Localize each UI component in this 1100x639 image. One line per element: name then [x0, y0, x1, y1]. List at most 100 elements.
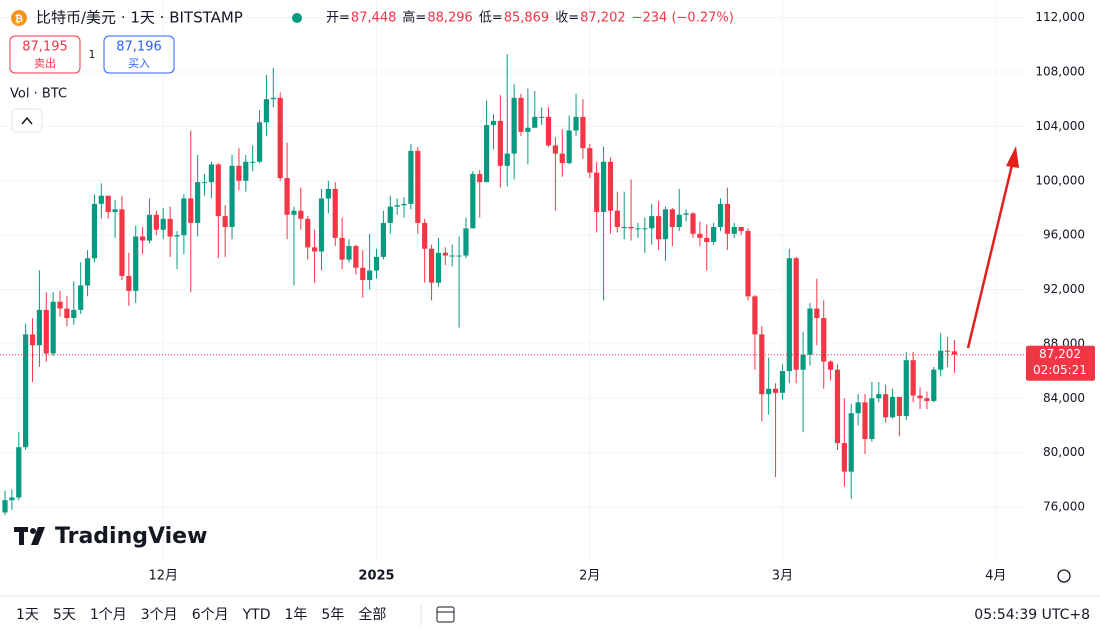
range-button[interactable]: 1年 — [285, 607, 308, 623]
y-tick-label: 92,000 — [1043, 282, 1085, 296]
candle-body — [140, 236, 146, 241]
candle-body — [711, 226, 717, 242]
candle-body — [394, 205, 400, 207]
candle-body — [573, 116, 579, 131]
range-button[interactable]: 5天 — [53, 607, 76, 623]
candle-body — [869, 398, 875, 440]
candle-body — [484, 125, 490, 183]
ohlc-value: 87,448 — [351, 11, 397, 26]
candle-body — [717, 203, 724, 227]
collapse-button[interactable] — [11, 108, 43, 133]
candle-body — [9, 497, 15, 501]
candle-body — [256, 122, 263, 162]
grid: 76,00080,00084,00088,00092,00096,000100,… — [0, 0, 1085, 584]
candle-body — [78, 285, 84, 310]
candle-body — [64, 308, 70, 319]
candle-body — [263, 99, 270, 123]
candle-body — [683, 213, 689, 215]
y-tick-label: 108,000 — [1035, 65, 1085, 79]
buy-button[interactable] — [103, 35, 175, 74]
candle-body — [2, 500, 8, 513]
candle-body — [903, 360, 909, 416]
candle-body — [649, 216, 655, 229]
candle-body — [215, 164, 221, 217]
range-button[interactable]: 1个月 — [90, 607, 127, 623]
candle-body — [704, 237, 710, 242]
ohlc-label: 开= — [326, 11, 350, 26]
candle-body — [497, 120, 503, 166]
candle-body — [752, 296, 758, 335]
candle-body — [243, 161, 249, 181]
candle-body — [153, 214, 159, 230]
candle-body — [16, 447, 22, 498]
candle-body — [656, 216, 662, 240]
range-button[interactable]: 6个月 — [192, 607, 229, 623]
candle-body — [814, 308, 820, 319]
logo-part — [19, 527, 24, 545]
price-tag-countdown: 02:05:21 — [1033, 363, 1087, 377]
status-dot — [292, 13, 302, 23]
y-tick-label: 104,000 — [1035, 119, 1085, 133]
range-button[interactable]: 5年 — [321, 607, 344, 623]
x-tick-label: 2025 — [358, 569, 394, 584]
candle-body — [43, 309, 49, 354]
candle-body — [490, 120, 497, 126]
candle-body — [944, 350, 951, 352]
candle-body — [367, 270, 373, 280]
candle-body — [951, 351, 958, 355]
ohlc-label: 收= — [555, 11, 579, 26]
candle-body — [766, 388, 772, 395]
candle-body — [896, 396, 902, 416]
y-tick-label: 96,000 — [1043, 228, 1085, 242]
candle-body — [855, 402, 861, 414]
candle-body — [160, 218, 166, 230]
candle-body — [745, 231, 751, 297]
candle-body — [931, 369, 937, 401]
candle-body — [525, 127, 531, 132]
candle-body — [422, 222, 428, 249]
candle-body — [759, 334, 765, 395]
candle-body — [779, 371, 786, 393]
candle-body — [518, 97, 524, 132]
sell-button[interactable] — [9, 35, 81, 74]
candle-body — [477, 173, 483, 183]
settings-icon[interactable] — [1057, 569, 1071, 583]
candle-body — [642, 228, 648, 230]
candle-body — [924, 398, 930, 401]
candle-body — [133, 236, 139, 291]
candle-body — [559, 153, 565, 164]
calendar-icon[interactable] — [436, 606, 455, 623]
candle-body — [126, 275, 132, 291]
candle-body — [112, 209, 118, 213]
logo-part — [30, 528, 36, 534]
range-button[interactable]: YTD — [242, 607, 271, 623]
candle-body — [346, 246, 352, 260]
candle-body — [270, 97, 276, 100]
candle-body — [614, 210, 620, 227]
range-button[interactable]: 3个月 — [141, 607, 178, 623]
y-tick-label: 76,000 — [1043, 499, 1085, 513]
candle-body — [676, 214, 682, 227]
range-button[interactable]: 全部 — [358, 606, 386, 623]
candle-body — [208, 164, 214, 183]
candle-body — [318, 198, 325, 252]
range-button[interactable]: 1天 — [16, 607, 39, 623]
candle-body — [325, 188, 331, 199]
candle-body — [511, 97, 517, 154]
candle-body — [862, 402, 868, 440]
candle-body — [580, 116, 586, 149]
candle-body — [786, 258, 792, 372]
candle-body — [339, 237, 345, 260]
candle-body — [834, 369, 841, 444]
candle-body — [84, 258, 91, 286]
candle-body — [188, 198, 194, 223]
sell-label: 卖出 — [34, 56, 56, 70]
candle-body — [312, 247, 318, 252]
candle-body — [360, 267, 366, 280]
candle-body — [29, 334, 36, 346]
candle-body — [807, 308, 813, 355]
candle-body — [470, 173, 476, 229]
candle-body — [600, 161, 607, 213]
candle-body — [305, 218, 311, 248]
